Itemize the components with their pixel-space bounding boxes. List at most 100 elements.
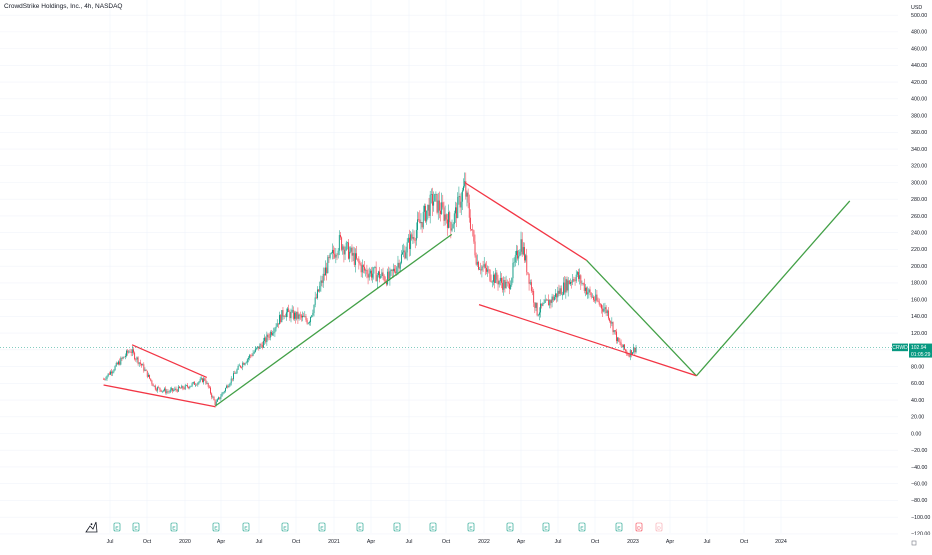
time-tick-label: Apr — [517, 539, 525, 545]
trendline-red-3[interactable] — [464, 181, 587, 261]
earnings-marker[interactable] — [615, 522, 623, 532]
earnings-marker[interactable] — [429, 522, 437, 532]
trendline-red-0[interactable] — [103, 384, 216, 408]
price-axis[interactable]: USD 500.00 480.00 460.00 440.00 420.00 400.00 3… — [899, 0, 932, 550]
candle-body — [481, 266, 483, 271]
candle-body — [469, 217, 471, 230]
candle-body — [193, 381, 195, 385]
candle-body — [310, 316, 312, 323]
candle-body — [480, 269, 482, 271]
candle-body — [123, 356, 125, 358]
logo-dot-icon — [90, 523, 93, 526]
candle-body — [139, 362, 141, 364]
candle-body — [108, 373, 110, 375]
settings-icon[interactable] — [911, 540, 917, 546]
trendline-green-2[interactable] — [215, 233, 453, 407]
candle-body — [620, 342, 622, 346]
candle-body — [406, 242, 408, 253]
candle-body — [357, 258, 359, 260]
candle-body — [225, 388, 226, 392]
candle-body — [601, 304, 602, 309]
candle-body — [346, 242, 348, 244]
candle-body — [340, 235, 341, 238]
earnings-marker[interactable] — [356, 522, 364, 532]
candle-body — [582, 283, 584, 284]
trendline-red-5[interactable] — [478, 304, 697, 377]
price-tag-value: 102.94 — [911, 345, 927, 351]
price-tick-label: 80.00 — [911, 364, 924, 370]
candle-body — [134, 352, 136, 360]
candle-body — [376, 275, 378, 282]
earnings-marker[interactable] — [132, 522, 140, 532]
candle-body — [359, 262, 361, 265]
candle-body — [515, 250, 517, 256]
candle-body — [621, 345, 623, 348]
time-axis[interactable]: Jul Oct 2020 Apr Jul Oct 2021 Apr Jul Oct 2022 Apr J… — [0, 535, 932, 550]
candle-body — [371, 270, 372, 278]
candle-body — [183, 388, 185, 390]
candle-body — [606, 310, 608, 314]
candle-body — [588, 289, 590, 293]
candle-body — [425, 205, 427, 222]
candle-body — [479, 269, 481, 270]
candle-body — [169, 389, 171, 392]
candle-body — [630, 350, 632, 355]
candle-body — [565, 279, 567, 293]
candle-body — [244, 363, 246, 365]
candle-body — [161, 390, 163, 392]
event-marker-label: E — [115, 525, 118, 531]
candle-body — [168, 391, 170, 393]
candle-body — [596, 294, 598, 301]
candle-body — [467, 192, 469, 203]
dividend-marker[interactable] — [655, 522, 663, 532]
candle-body — [521, 239, 523, 255]
candle-body — [627, 354, 629, 356]
candle-body — [360, 264, 362, 273]
trendline-green-6[interactable] — [695, 200, 851, 377]
candle-body — [231, 378, 233, 380]
auto-scale-button[interactable] — [905, 538, 925, 547]
earnings-marker[interactable] — [542, 522, 550, 532]
candle-body — [110, 371, 111, 375]
candle-body — [213, 396, 215, 401]
earnings-marker[interactable] — [393, 522, 401, 532]
price-tick-label: −120.00 — [911, 532, 930, 538]
earnings-marker[interactable] — [242, 522, 250, 532]
price-tick-label: 320.00 — [911, 164, 927, 170]
candle-body — [129, 351, 131, 353]
candle-body — [331, 249, 333, 253]
earnings-marker[interactable] — [281, 522, 289, 532]
candle-body — [407, 237, 409, 243]
candle-body — [507, 282, 509, 284]
dividend-marker[interactable] — [635, 522, 643, 532]
candle-body — [364, 266, 366, 271]
earnings-marker[interactable] — [318, 522, 326, 532]
candle-body — [104, 379, 106, 380]
trendline-red-1[interactable] — [131, 344, 208, 379]
earnings-marker[interactable] — [467, 522, 475, 532]
candle-body — [337, 250, 339, 255]
earnings-marker[interactable] — [212, 522, 220, 532]
candle-body — [390, 269, 392, 271]
candle-body — [103, 379, 105, 380]
candle-body — [576, 272, 578, 275]
candle-body — [571, 282, 573, 283]
candle-body — [535, 302, 537, 308]
trendline-green-4[interactable] — [586, 259, 697, 377]
candle-body — [204, 378, 206, 381]
earnings-marker[interactable] — [578, 522, 586, 532]
candle-body — [138, 362, 140, 364]
candle-body — [519, 251, 521, 256]
candle-body — [453, 213, 455, 225]
earnings-marker[interactable] — [506, 522, 514, 532]
candle-body — [249, 355, 251, 358]
earnings-marker[interactable] — [113, 522, 121, 532]
earnings-marker[interactable] — [170, 522, 178, 532]
candle-body — [504, 280, 506, 289]
candle-body — [245, 362, 247, 364]
candle-body — [498, 281, 500, 285]
candle-body — [555, 293, 556, 297]
candle-body — [283, 316, 285, 317]
